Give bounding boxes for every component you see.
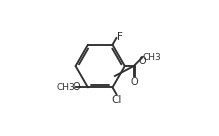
Text: CH3: CH3 [57,83,75,92]
Text: CH3: CH3 [143,53,161,62]
Text: Cl: Cl [111,95,122,105]
Text: O: O [73,82,80,92]
Text: F: F [117,32,123,42]
Text: O: O [139,56,147,66]
Text: O: O [131,77,138,87]
